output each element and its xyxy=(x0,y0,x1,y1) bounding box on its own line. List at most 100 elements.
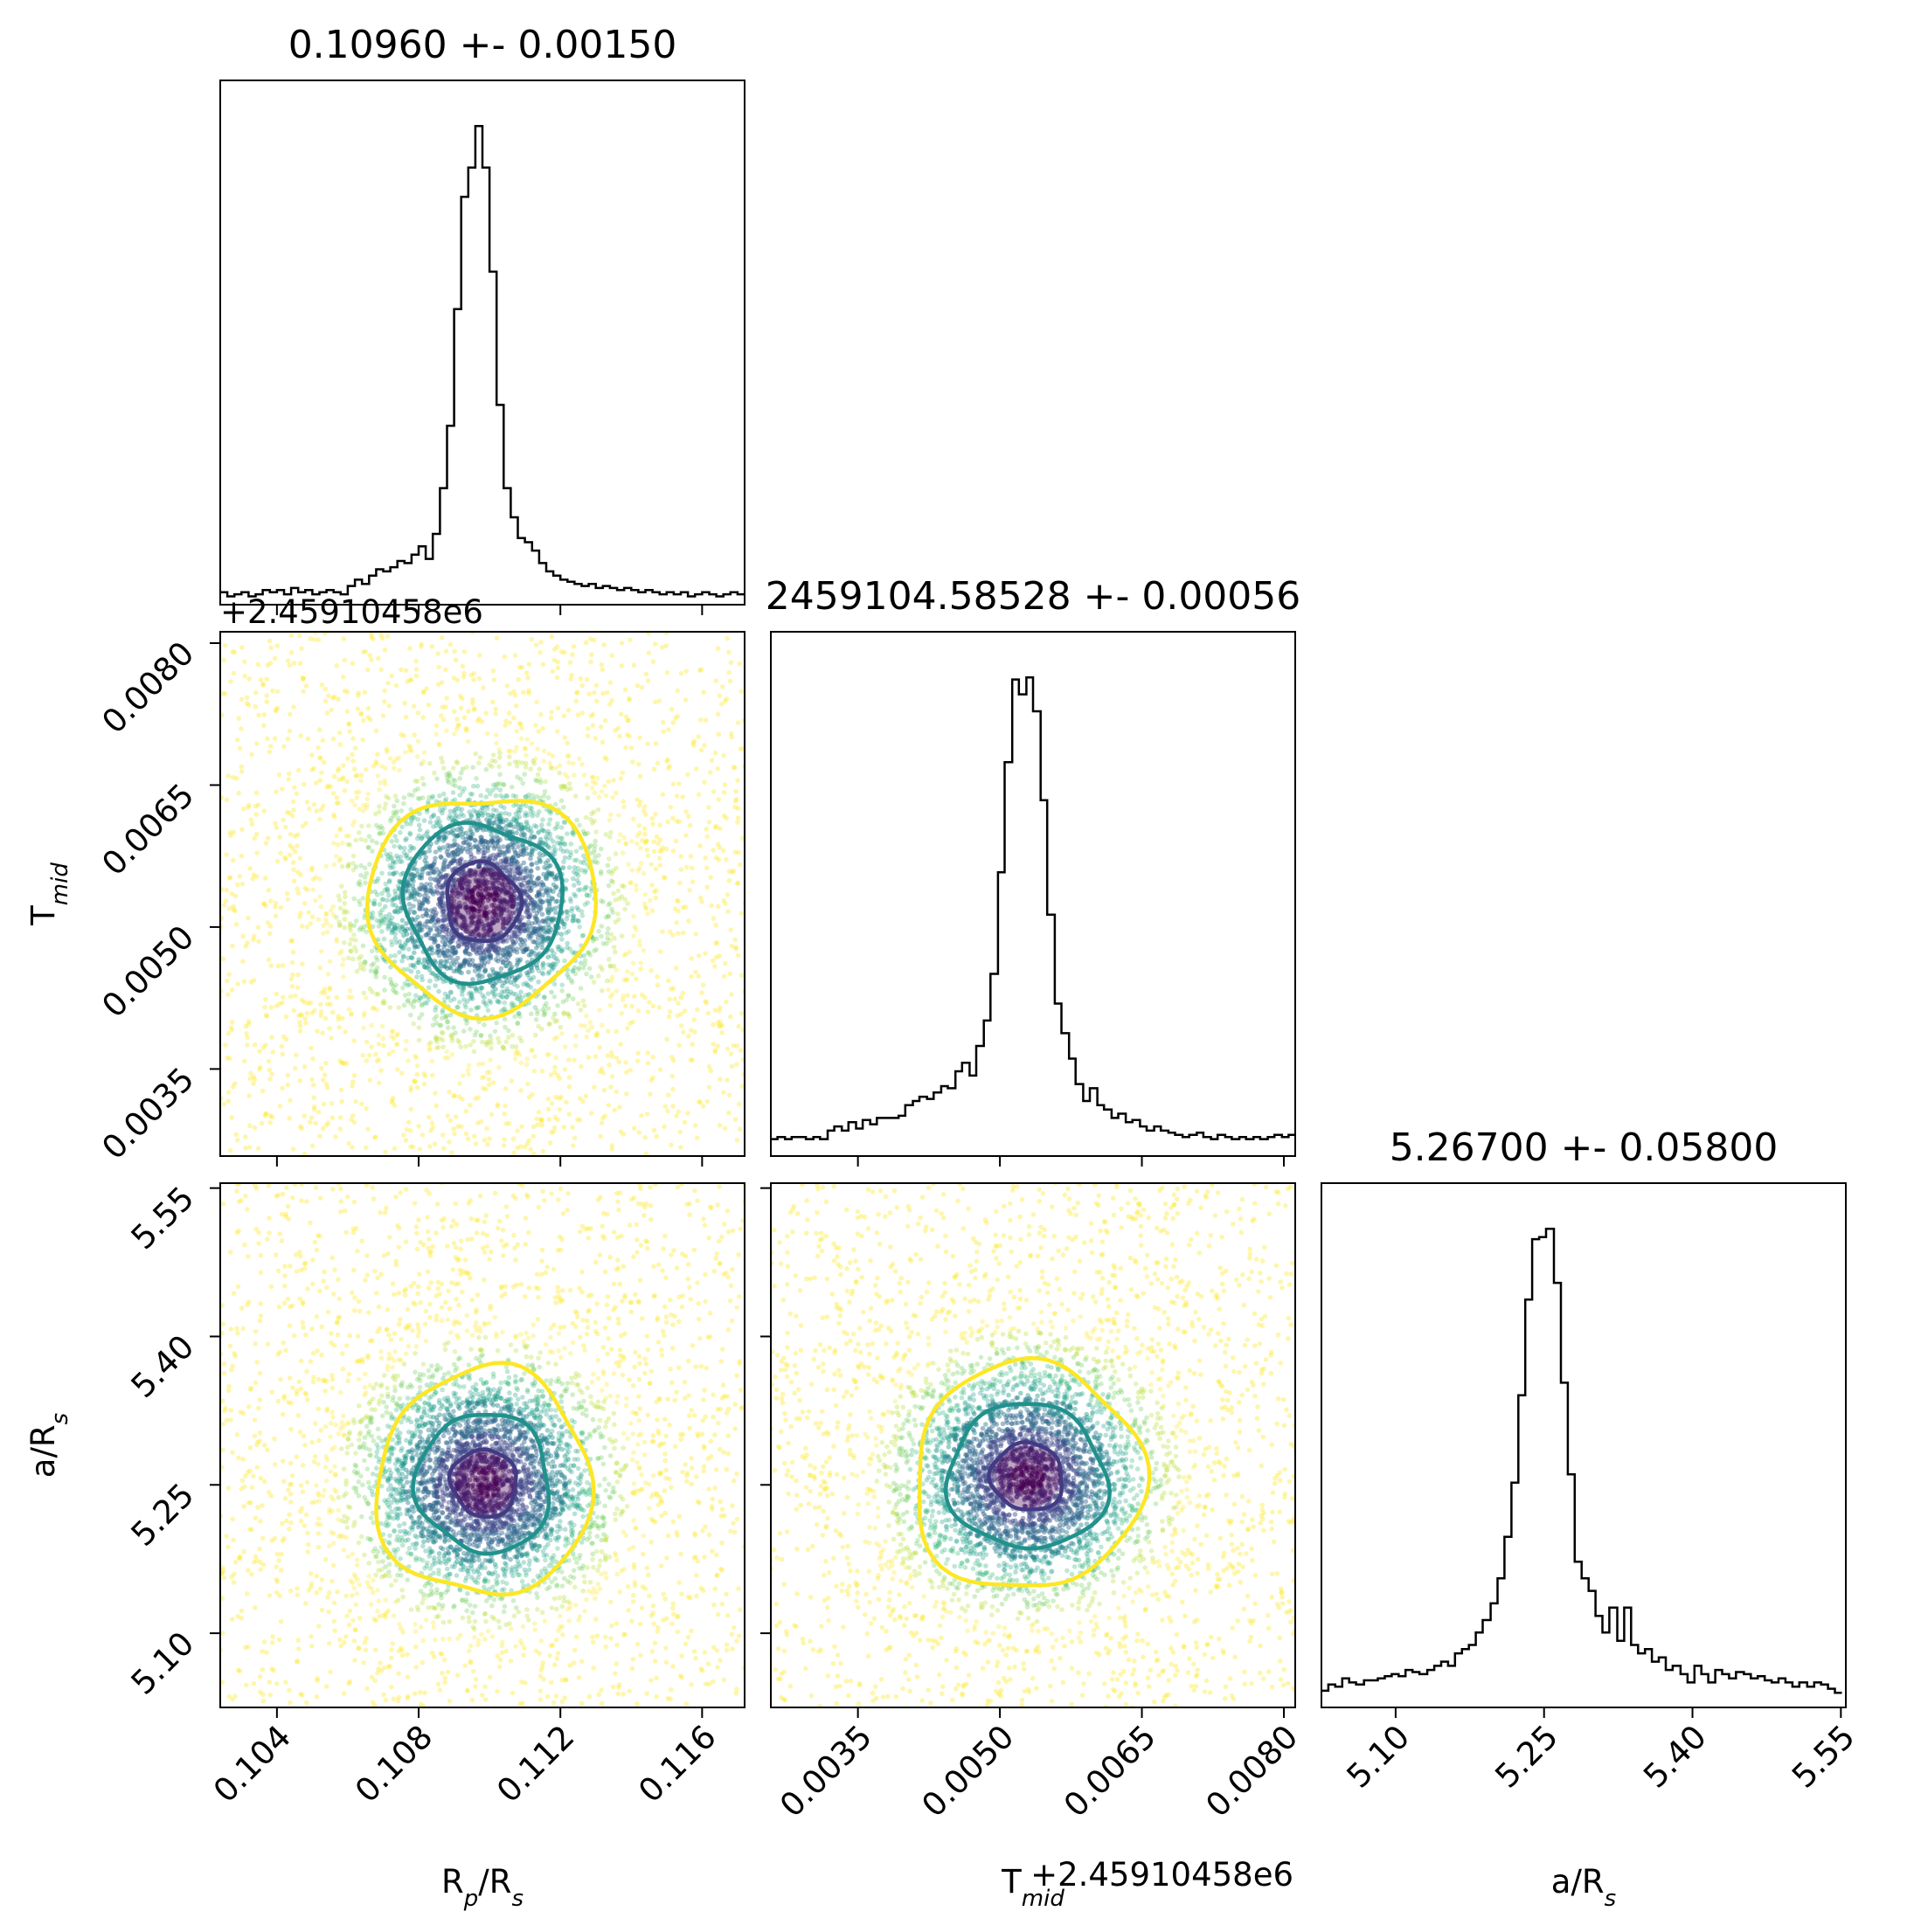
scatter-point xyxy=(410,883,416,889)
scatter-point xyxy=(718,1234,725,1240)
scatter-point xyxy=(669,1073,675,1079)
scatter-point xyxy=(678,854,684,859)
scatter-point xyxy=(662,876,668,881)
scatter-point xyxy=(542,1008,547,1014)
scatter-point xyxy=(346,994,351,1000)
scatter-point xyxy=(295,972,301,978)
scatter-point xyxy=(361,924,367,930)
scatter-point xyxy=(654,888,659,893)
scatter-point xyxy=(295,843,300,848)
scatter-point xyxy=(509,964,515,970)
scatter-point xyxy=(524,803,529,808)
scatter-point xyxy=(507,829,512,835)
scatter-point xyxy=(225,992,231,998)
scatter-point xyxy=(550,961,556,967)
scatter-point xyxy=(376,924,382,929)
scatter-point xyxy=(437,1022,443,1028)
scatter-point xyxy=(633,883,639,888)
scatter-point xyxy=(267,1215,272,1221)
scatter-point xyxy=(535,865,541,871)
scatter-point xyxy=(225,978,230,984)
scatter-point xyxy=(357,883,364,888)
scatter-point xyxy=(369,1044,374,1049)
scatter-point xyxy=(426,931,431,938)
scatter-point xyxy=(727,678,733,684)
scatter-point xyxy=(433,731,440,737)
scatter-point xyxy=(457,693,463,699)
scatter-point xyxy=(401,795,407,800)
scatter-point xyxy=(397,938,403,945)
scatter-point xyxy=(405,679,411,684)
scatter-point xyxy=(368,717,373,723)
scatter-point xyxy=(417,811,422,816)
scatter-point xyxy=(406,946,412,952)
scatter-point xyxy=(586,726,591,731)
scatter-point xyxy=(709,1205,714,1211)
scatter-point xyxy=(407,891,413,897)
scatter-point xyxy=(577,1096,583,1101)
scatter-point xyxy=(460,766,466,772)
scatter-point xyxy=(232,649,238,655)
scatter-point xyxy=(605,689,610,696)
scatter-point xyxy=(383,920,389,926)
scatter-point xyxy=(637,830,642,836)
scatter-point xyxy=(385,634,391,639)
scatter-point xyxy=(537,898,543,904)
scatter-point xyxy=(481,1085,486,1091)
scatter-point xyxy=(399,808,405,814)
scatter-point xyxy=(469,992,475,997)
scatter-point xyxy=(562,921,567,927)
scatter-point xyxy=(448,829,454,834)
scatter-point xyxy=(487,973,492,978)
scatter-point xyxy=(548,1072,554,1077)
scatter-point xyxy=(537,777,543,782)
scatter-point xyxy=(300,961,305,966)
scatter-point xyxy=(664,669,670,675)
scatter-point xyxy=(493,987,498,992)
scatter-point xyxy=(486,1077,492,1083)
scatter-point xyxy=(405,999,411,1004)
scatter-point xyxy=(419,973,425,980)
scatter-point xyxy=(424,831,429,836)
scatter-point xyxy=(391,871,396,877)
scatter-point xyxy=(562,772,568,777)
scatter-point xyxy=(406,881,412,887)
scatter-point xyxy=(291,704,296,710)
scatter-point xyxy=(510,609,516,614)
scatter-point xyxy=(445,846,451,852)
scatter-point xyxy=(613,851,619,856)
scatter-point xyxy=(446,853,452,859)
scatter-point xyxy=(424,1001,430,1006)
scatter-point xyxy=(273,709,279,714)
scatter-point xyxy=(480,1061,486,1067)
scatter-point xyxy=(438,960,443,966)
scatter-point xyxy=(337,826,343,831)
scatter-point xyxy=(493,710,498,717)
scatter-point xyxy=(365,667,371,673)
scatter-point xyxy=(550,668,556,675)
scatter-point xyxy=(645,853,651,858)
scatter-point xyxy=(493,785,499,791)
scatter-point xyxy=(475,813,481,818)
scatter-point xyxy=(522,772,528,777)
scatter-point xyxy=(518,1060,524,1066)
scatter-point xyxy=(465,999,470,1004)
scatter-point xyxy=(429,863,434,869)
scatter-point xyxy=(409,955,414,960)
scatter-point xyxy=(602,755,607,760)
scatter-point xyxy=(602,1113,608,1118)
scatter-point xyxy=(906,853,912,858)
scatter-point xyxy=(517,994,522,999)
scatter-point xyxy=(558,847,564,852)
scatter-point xyxy=(549,871,555,877)
scatter-point xyxy=(696,792,702,798)
scatter-point xyxy=(337,1058,343,1063)
scatter-point xyxy=(297,1028,303,1034)
scatter-point xyxy=(364,802,370,807)
scatter-point xyxy=(482,969,488,974)
scatter-point xyxy=(572,950,578,955)
scatter-point xyxy=(609,1143,614,1148)
scatter-point xyxy=(523,794,528,800)
scatter-point xyxy=(380,897,386,902)
scatter-point xyxy=(456,814,461,820)
